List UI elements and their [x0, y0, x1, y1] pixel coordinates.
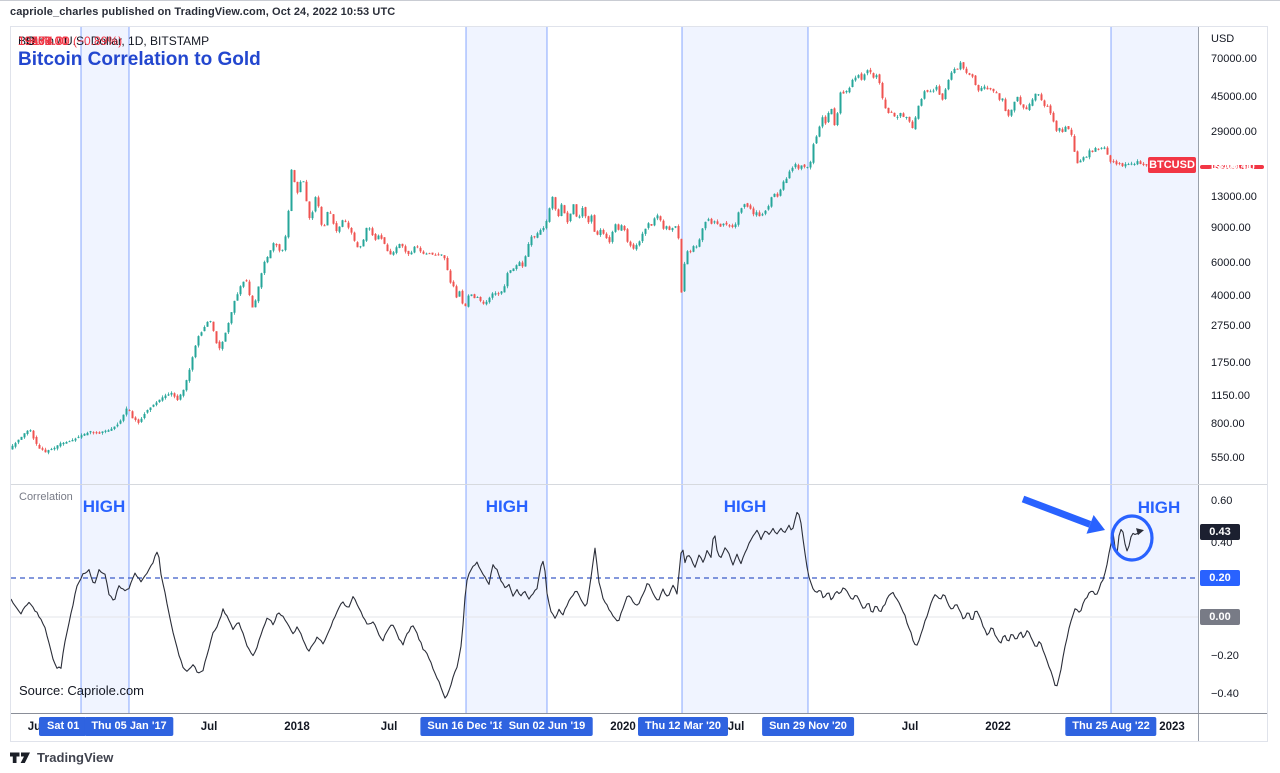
correlation-axis-tick: 0.40: [1211, 537, 1233, 549]
time-marker-badge: Sun 29 Nov '20: [762, 717, 854, 736]
high-correlation-annotation: HIGH: [1137, 498, 1181, 517]
annotation-circle: [1110, 514, 1154, 562]
price-axis-tick: 550.00: [1211, 452, 1245, 464]
ohlc-value: 19576.00: [18, 34, 69, 48]
annotation-arrow: [1021, 495, 1105, 534]
time-axis-label: Jul: [727, 721, 745, 733]
change-value: −174.00 (−0.89%): [26, 34, 123, 48]
correlation-zero-badge: 0.00: [1200, 609, 1240, 625]
chart-frame: Bitcoin / U.S. Dollar, 1D, BITSTAMP O 1957…: [10, 26, 1268, 742]
time-axis-label: 2020: [610, 721, 636, 733]
last-price-value: 19400.00: [1209, 161, 1255, 173]
time-marker-badge: Sun 16 Dec '18: [420, 717, 512, 736]
price-scale-divider[interactable]: [1198, 27, 1199, 741]
tradingview-logo-icon: [10, 752, 30, 763]
time-marker-badge: Thu 05 Jan '17: [84, 717, 174, 736]
high-correlation-annotation: HIGH: [723, 497, 767, 516]
price-axis-tick: 45000.00: [1211, 91, 1257, 103]
idea-title: Bitcoin Correlation to Gold: [18, 49, 261, 70]
price-axis-tick: 29000.00: [1211, 126, 1257, 138]
time-axis-label: 2018: [284, 721, 310, 733]
price-axis-tick: 13000.00: [1211, 191, 1257, 203]
time-marker-badge-clipped: Sat 01: [39, 717, 85, 736]
time-axis-label: Jul: [901, 721, 919, 733]
high-correlation-annotation: HIGH: [82, 497, 126, 516]
correlation-axis-tick: 0.60: [1211, 495, 1233, 507]
time-marker-badge: Thu 12 Mar '20: [638, 717, 728, 736]
ohlc-value: 19400.00: [18, 34, 69, 48]
price-axis-tick: 1750.00: [1211, 357, 1251, 369]
ohlc-value: 19588.00: [18, 34, 69, 48]
window-top-border: [0, 0, 1280, 1]
ohlc-label: C: [26, 34, 35, 48]
price-axis-tick: 9000.00: [1211, 222, 1251, 234]
high-correlation-annotation: HIGH: [485, 497, 529, 516]
candlestick-series: [11, 61, 1163, 455]
time-axis-label: 2023: [1159, 721, 1185, 733]
time-axis-label: Jul: [380, 721, 398, 733]
ohlc-label: H: [26, 34, 35, 48]
price-axis-tick: 1150.00: [1211, 390, 1250, 402]
correlation-line-end-arrow: [1136, 528, 1144, 536]
source-attribution: Source: Capriole.com: [19, 683, 144, 698]
symbol-description[interactable]: Bitcoin / U.S. Dollar, 1D, BITSTAMP: [18, 34, 210, 48]
time-axis-label: Jul: [200, 721, 218, 733]
time-marker-badge: Sun 02 Jun '19: [501, 717, 593, 736]
correlation-line: [11, 511, 1140, 699]
ohlc-label: L: [26, 34, 33, 48]
highlight-bands: [80, 27, 1198, 713]
time-axis-label: 2022: [985, 721, 1011, 733]
pane-separator[interactable]: [11, 484, 1267, 485]
correlation-indicator-label[interactable]: Correlation: [19, 491, 73, 503]
correlation-axis-tick: −0.40: [1211, 688, 1239, 700]
price-axis-tick: 70000.00: [1211, 53, 1257, 65]
correlation-value-badge: 0.43: [1200, 524, 1240, 540]
ohlc-label: O: [26, 34, 36, 48]
price-axis-currency-label: USD: [1211, 33, 1235, 45]
last-price-badge: 19400.00 13:06:41: [1200, 161, 1264, 173]
time-axis-divider: [11, 713, 1267, 714]
symbol-name-badge: BTCUSD: [1148, 157, 1196, 173]
ohlc-value: 19261.00: [18, 34, 69, 48]
price-axis-tick: 800.00: [1211, 418, 1245, 430]
tradingview-footer[interactable]: TradingView: [10, 747, 310, 767]
correlation-level-badge: 0.20: [1200, 570, 1240, 586]
price-and-correlation-chart[interactable]: [11, 27, 1198, 713]
price-axis-tick: 2750.00: [1211, 320, 1251, 332]
time-marker-badge: Thu 25 Aug '22: [1065, 717, 1157, 736]
countdown-timer: 13:06:41: [1211, 161, 1253, 172]
price-axis-tick: 4000.00: [1211, 290, 1251, 302]
price-axis-tick: 6000.00: [1211, 257, 1251, 269]
published-attribution: capriole_charles published on TradingVie…: [10, 6, 396, 18]
tradingview-brand-text: TradingView: [37, 749, 114, 765]
correlation-axis-tick: −0.20: [1211, 650, 1239, 662]
